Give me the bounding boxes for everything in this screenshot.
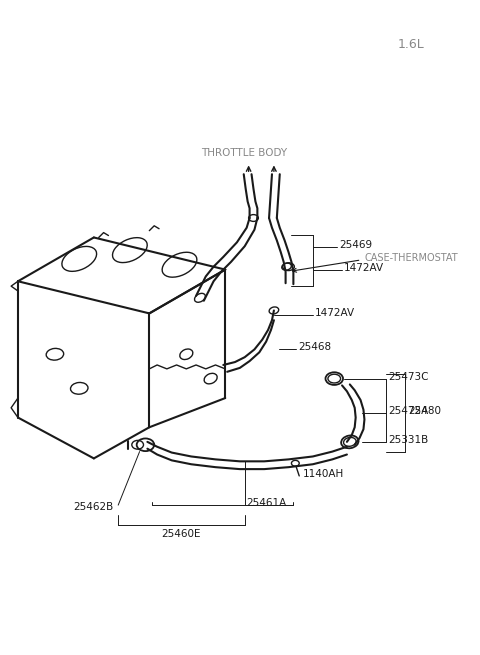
Text: 1472AV: 1472AV bbox=[344, 263, 384, 272]
Text: 1472AV: 1472AV bbox=[315, 309, 355, 318]
Text: 25480: 25480 bbox=[408, 405, 441, 416]
Text: 25460E: 25460E bbox=[162, 529, 201, 539]
Text: 25331B: 25331B bbox=[388, 435, 428, 445]
Text: 1.6L: 1.6L bbox=[398, 38, 425, 51]
Text: THROTTLE BODY: THROTTLE BODY bbox=[201, 148, 287, 158]
Text: 25469: 25469 bbox=[339, 240, 372, 250]
Text: 25472A: 25472A bbox=[388, 405, 428, 416]
Text: 1140AH: 1140AH bbox=[303, 469, 344, 479]
Text: CASE-THERMOSTAT: CASE-THERMOSTAT bbox=[364, 253, 458, 263]
Text: 25462B: 25462B bbox=[74, 502, 114, 512]
Text: 25473C: 25473C bbox=[388, 371, 428, 382]
Text: 25468: 25468 bbox=[298, 343, 331, 352]
Text: 25461A: 25461A bbox=[247, 498, 287, 508]
